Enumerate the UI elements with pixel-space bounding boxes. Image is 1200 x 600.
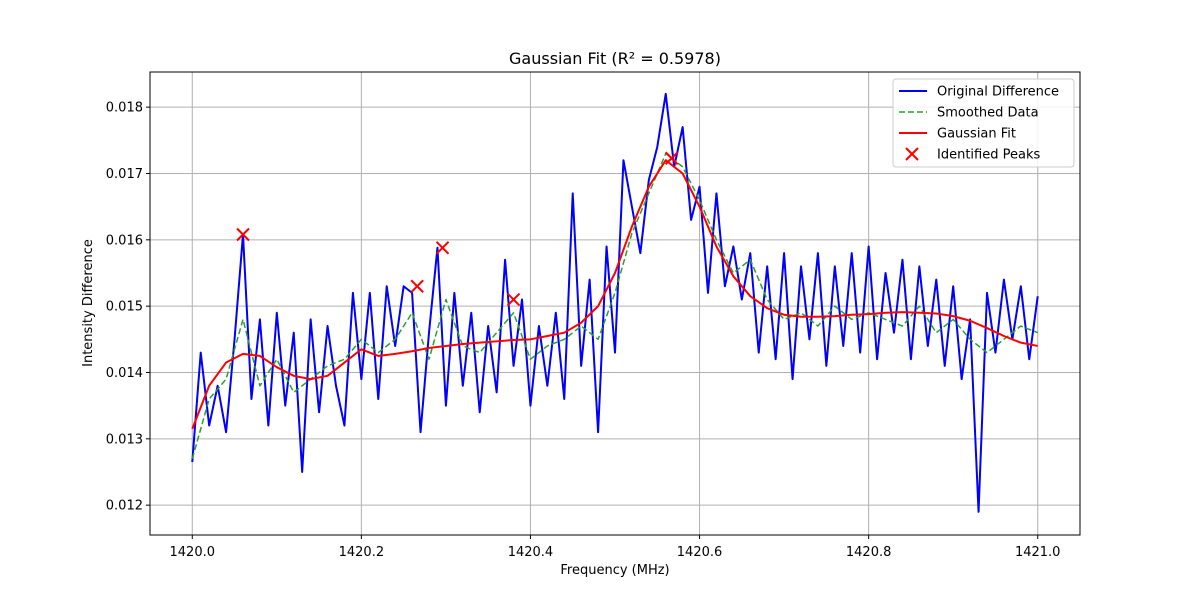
x-tick-label: 1420.2 — [339, 545, 385, 560]
x-axis-label: Frequency (MHz) — [560, 563, 669, 578]
y-tick-label: 0.015 — [106, 300, 143, 315]
gaussian-fit-line — [191, 159, 1038, 430]
original-difference-line — [191, 92, 1039, 513]
legend-box — [892, 78, 1075, 168]
peak-marker — [236, 227, 250, 242]
ticks: 1420.0 1420.2 1420.4 1420.6 1420.8 1421.0 0.01… — [106, 101, 1061, 560]
y-tick-label: 0.016 — [106, 233, 143, 248]
x-tick-label: 1421.0 — [1015, 545, 1061, 560]
peak-marker — [410, 279, 424, 293]
chart-title: Gaussian Fit (R² = 0.5978) — [509, 49, 721, 68]
legend-label: Identified Peaks — [937, 148, 1040, 163]
y-tick-label: 0.013 — [106, 432, 143, 447]
peak-marker — [435, 241, 450, 255]
x-tick-label: 1420.4 — [508, 545, 554, 560]
legend-label: Original Difference — [937, 85, 1059, 100]
y-tick-label: 0.014 — [106, 366, 143, 381]
legend-swatch — [905, 147, 919, 161]
peak-marker — [664, 151, 679, 165]
y-tick-label: 0.017 — [106, 167, 143, 182]
y-tick-label: 0.018 — [106, 101, 143, 116]
x-tick-label: 1420.6 — [677, 545, 723, 560]
smoothed-data-line — [191, 152, 1039, 459]
series — [191, 92, 1039, 513]
x-tick-label: 1420.0 — [170, 545, 216, 560]
y-axis-label: Intensity Difference — [81, 239, 96, 367]
peak-marker — [506, 292, 521, 307]
y-tick-label: 0.012 — [106, 499, 143, 514]
legend-label: Smoothed Data — [937, 106, 1039, 121]
plot-frame — [149, 71, 1081, 536]
x-tick-label: 1420.8 — [846, 545, 892, 560]
legend: Original Difference Smoothed Data Gaussian… — [892, 78, 1075, 168]
legend-label: Gaussian Fit — [937, 127, 1016, 142]
